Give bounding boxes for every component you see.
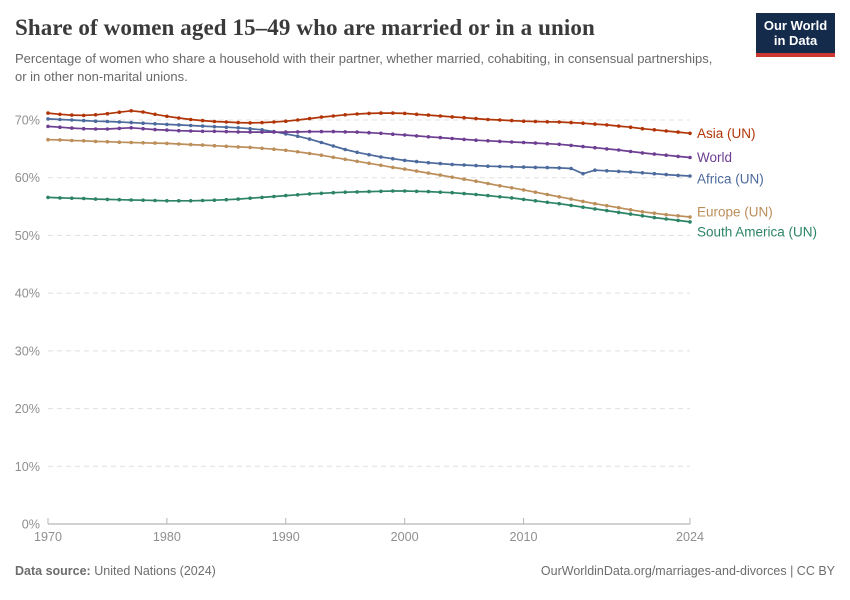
x-tick-label-2010: 2010	[510, 530, 538, 544]
dots-asia-un[interactable]	[46, 109, 692, 136]
chart-header: Share of women aged 15–49 who are marrie…	[15, 13, 835, 87]
chart-plot-area[interactable]: 0% 10% 20% 30% 40% 50% 60% 70% 1970 1980 1990 2000 2…	[0, 93, 850, 563]
x-tick-label-1980: 1980	[153, 530, 181, 544]
y-tick-label-70: 70%	[15, 114, 40, 128]
line-chart: 0% 10% 20% 30% 40% 50% 60% 70% 1970 1980 1990 2000 2…	[0, 93, 850, 563]
legend-label-asia-un[interactable]: Asia (UN)	[697, 126, 756, 141]
legend-label-south-america-un[interactable]: South America (UN)	[697, 224, 817, 239]
y-tick-label-40: 40%	[15, 287, 40, 301]
y-tick-label-0: 0%	[22, 518, 40, 532]
y-tick-label-20: 20%	[15, 402, 40, 416]
legend-label-europe-un[interactable]: Europe (UN)	[697, 204, 773, 219]
dots-africa-un[interactable]	[46, 117, 692, 178]
data-source-value: United Nations (2024)	[94, 564, 216, 578]
x-tick-label-2024: 2024	[676, 530, 704, 544]
owid-logo-line2: in Data	[773, 33, 818, 49]
dots-europe-un[interactable]	[46, 137, 692, 219]
line-south-america-un[interactable]	[47, 190, 691, 223]
x-tick-label-1990: 1990	[272, 530, 300, 544]
line-europe-un[interactable]	[47, 138, 691, 218]
data-source: Data source: United Nations (2024)	[15, 564, 216, 578]
y-tick-label-10: 10%	[15, 460, 40, 474]
y-tick-label-30: 30%	[15, 344, 40, 358]
attribution-link[interactable]: OurWorldinData.org/marriages-and-divorce…	[540, 564, 835, 578]
legend-label-world[interactable]: World	[697, 150, 732, 165]
dots-world[interactable]	[46, 124, 692, 160]
chart-title: Share of women aged 15–49 who are marrie…	[15, 15, 595, 40]
chart-footer: Data source: United Nations (2024) OurWo…	[15, 564, 835, 578]
x-tick-label-1970: 1970	[34, 530, 62, 544]
y-tick-label-60: 60%	[15, 171, 40, 185]
legend-label-africa-un[interactable]: Africa (UN)	[697, 172, 764, 187]
data-source-label: Data source:	[15, 564, 91, 578]
x-tick-label-2000: 2000	[391, 530, 419, 544]
owid-logo-line1: Our World	[763, 18, 828, 33]
dots-south-america-un[interactable]	[46, 189, 692, 224]
chart-subtitle: Percentage of women who share a househol…	[15, 50, 713, 85]
owid-logo[interactable]: Our World in Data	[756, 13, 835, 57]
y-tick-label-50: 50%	[15, 229, 40, 243]
